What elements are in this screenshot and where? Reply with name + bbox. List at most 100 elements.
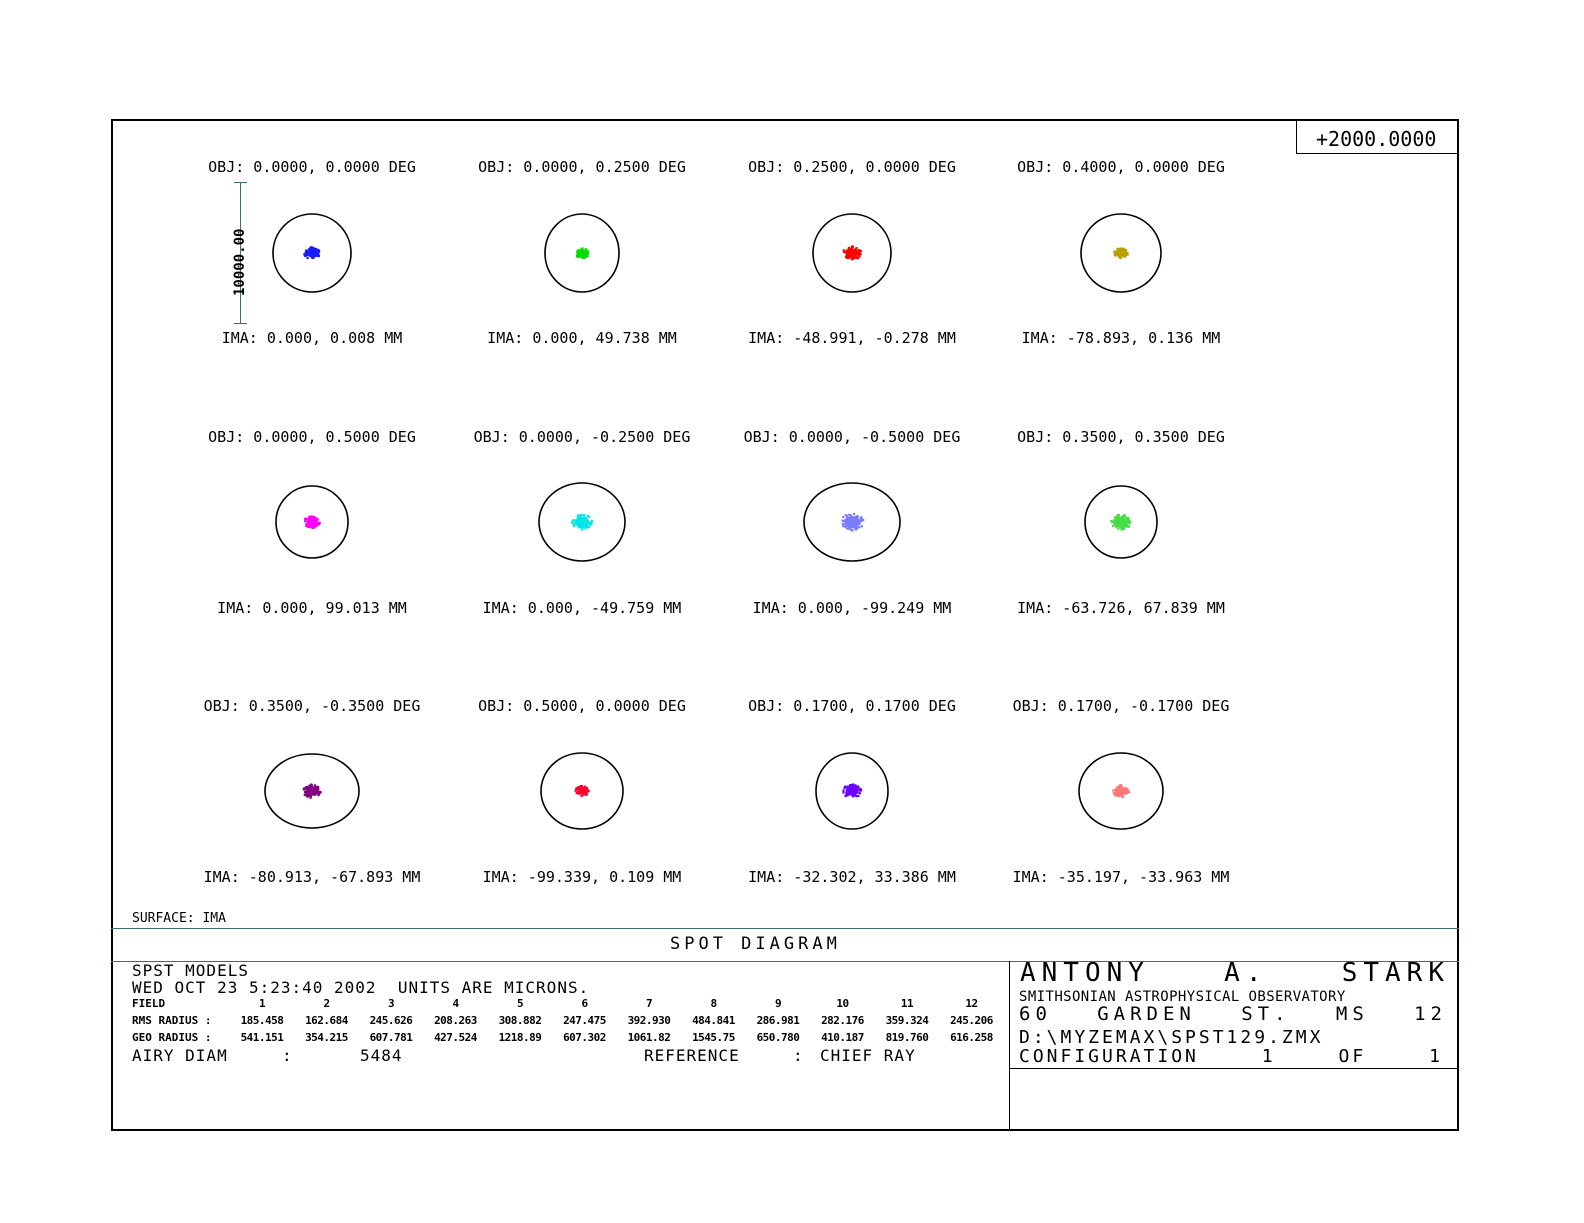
airy-circle-field-11 [815, 752, 889, 830]
airy-circle-field-12 [1078, 752, 1164, 830]
geo-radius-10: 410.187 [821, 1031, 864, 1044]
spot-field-5 [304, 515, 321, 529]
rms-radius-1: 185.458 [240, 1014, 284, 1027]
field-number-9: 9 [774, 997, 782, 1010]
spot-field-3 [842, 245, 862, 261]
airy-circle-field-1 [272, 213, 352, 293]
geo-radius-9: 650.780 [756, 1031, 800, 1044]
rms-radius-10: 282.176 [821, 1014, 864, 1027]
field-number-6: 6 [581, 997, 588, 1010]
geo-radius-4: 427.524 [434, 1031, 477, 1044]
author-config: CONFIGURATION 1 OF 1 [1019, 1046, 1443, 1067]
obj-label-field-4: OBJ: 0.4000, 0.0000 DEG [1017, 158, 1225, 176]
rms-radius-6: 247.475 [563, 1014, 606, 1027]
reference-label: REFERENCE [644, 1046, 740, 1065]
rms-label: RMS RADIUS : [132, 1014, 212, 1027]
rms-radius-12: 245.206 [950, 1014, 993, 1027]
field-number-5: 5 [516, 997, 524, 1010]
scale-bar-top-tick [234, 182, 247, 183]
ima-label-field-4: IMA: -78.893, 0.136 MM [1021, 329, 1221, 347]
ima-label-field-6: IMA: 0.000, -49.759 MM [482, 599, 682, 617]
field-number-4: 4 [452, 997, 459, 1010]
obj-label-field-6: OBJ: 0.0000, -0.2500 DEG [473, 428, 691, 446]
rms-radius-3: 245.626 [369, 1014, 413, 1027]
field-number-10: 10 [836, 997, 849, 1010]
geo-label: GEO RADIUS : [132, 1031, 212, 1044]
airy-circle-field-2 [544, 213, 620, 293]
airy-circle-field-7 [803, 482, 901, 562]
obj-label-field-9: OBJ: 0.3500, -0.3500 DEG [203, 697, 421, 715]
obj-label-field-7: OBJ: 0.0000, -0.5000 DEG [743, 428, 961, 446]
field-number-2: 2 [323, 997, 330, 1010]
geo-radius-1: 541.151 [240, 1031, 284, 1044]
rms-radius-5: 308.882 [498, 1014, 542, 1027]
surface-label: SURFACE: IMA [132, 911, 226, 926]
airy-circle-field-10 [540, 752, 624, 830]
spot-field-10 [574, 785, 590, 798]
ima-label-field-9: IMA: -80.913, -67.893 MM [203, 868, 421, 886]
geo-radius-6: 607.302 [563, 1031, 606, 1044]
airy-circle-field-5 [275, 485, 349, 559]
spot-field-8 [1110, 514, 1132, 531]
airy-circle-field-9 [264, 753, 360, 829]
spot-field-7 [841, 512, 865, 532]
field-number-3: 3 [387, 997, 395, 1010]
airy-circle-field-8 [1084, 485, 1158, 559]
spot-field-12 [1112, 784, 1131, 798]
field-number-1: 1 [258, 997, 266, 1010]
geo-radius-3: 607.781 [369, 1031, 413, 1044]
spot-field-2 [575, 247, 590, 260]
obj-label-field-5: OBJ: 0.0000, 0.5000 DEG [208, 428, 416, 446]
date-units-line: WED OCT 23 5:23:40 2002 UNITS ARE MICRON… [132, 978, 590, 997]
spot-field-4 [1113, 247, 1129, 260]
reference-value: CHIEF RAY [820, 1046, 916, 1065]
author-divider-vertical [1009, 961, 1010, 1131]
ima-label-field-8: IMA: -63.726, 67.839 MM [1017, 599, 1225, 617]
rms-radius-2: 162.684 [305, 1014, 348, 1027]
obj-label-field-2: OBJ: 0.0000, 0.2500 DEG [478, 158, 686, 176]
ima-label-field-3: IMA: -48.991, -0.278 MM [748, 329, 956, 347]
rms-radius-11: 359.324 [885, 1014, 929, 1027]
model-name: SPST MODELS [132, 961, 249, 980]
geo-radius-2: 354.215 [305, 1031, 348, 1044]
geo-radius-8: 1545.75 [692, 1031, 735, 1044]
geo-radius-11: 819.760 [885, 1031, 929, 1044]
author-file: D:\MYZEMAX\SPST129.ZMX [1019, 1027, 1324, 1048]
scale-box-value: +2000.0000 [1316, 127, 1437, 151]
geo-radius-5: 1218.89 [498, 1031, 542, 1044]
rms-radius-7: 392.930 [627, 1014, 671, 1027]
ima-label-field-1: IMA: 0.000, 0.008 MM [221, 329, 403, 347]
geo-radius-7: 1061.82 [627, 1031, 671, 1044]
field-number-7: 7 [645, 997, 653, 1010]
chart-title: SPOT DIAGRAM [670, 934, 841, 954]
airy-label: AIRY DIAM [132, 1046, 228, 1065]
airy-circle-field-4 [1080, 213, 1162, 293]
rms-radius-9: 286.981 [756, 1014, 800, 1027]
scale-bar [240, 182, 241, 324]
spot-field-9 [302, 783, 322, 799]
obj-label-field-11: OBJ: 0.1700, 0.1700 DEG [748, 697, 956, 715]
spot-field-1 [303, 246, 321, 260]
author-name: ANTONY A. STARK [1020, 958, 1450, 988]
obj-label-field-8: OBJ: 0.3500, 0.3500 DEG [1017, 428, 1225, 446]
airy-value: 5484 [360, 1046, 403, 1065]
obj-label-field-10: OBJ: 0.5000, 0.0000 DEG [478, 697, 686, 715]
ima-label-field-2: IMA: 0.000, 49.738 MM [487, 329, 677, 347]
field-number-12: 12 [965, 997, 978, 1010]
airy-colon: : [282, 1046, 293, 1065]
obj-label-field-3: OBJ: 0.2500, 0.0000 DEG [748, 158, 956, 176]
geo-radius-12: 616.258 [950, 1031, 993, 1044]
plot-frame [111, 119, 1459, 1131]
airy-circle-field-3 [812, 213, 892, 293]
author-divider-horizontal [1009, 1068, 1459, 1069]
title-top-divider [111, 928, 1459, 929]
airy-circle-field-6 [538, 482, 626, 562]
obj-label-field-12: OBJ: 0.1700, -0.1700 DEG [1012, 697, 1230, 715]
reference-colon: : [793, 1046, 804, 1065]
ima-label-field-12: IMA: -35.197, -33.963 MM [1012, 868, 1230, 886]
field-number-11: 11 [900, 997, 914, 1010]
ima-label-field-11: IMA: -32.302, 33.386 MM [748, 868, 956, 886]
ima-label-field-10: IMA: -99.339, 0.109 MM [482, 868, 682, 886]
author-org: SMITHSONIAN ASTROPHYSICAL OBSERVATORY [1019, 989, 1346, 1005]
